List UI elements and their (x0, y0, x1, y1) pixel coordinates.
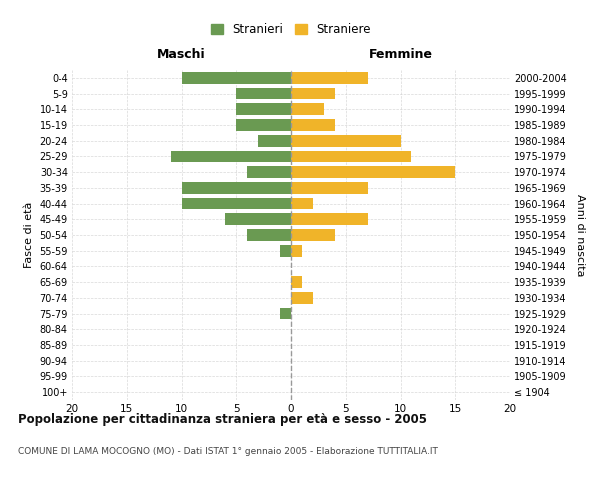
Y-axis label: Anni di nascita: Anni di nascita (575, 194, 586, 276)
Legend: Stranieri, Straniere: Stranieri, Straniere (206, 18, 376, 41)
Bar (291, 104, 324, 115)
Bar (258, 135, 291, 146)
Bar (291, 276, 302, 288)
Bar (247, 229, 291, 241)
Bar (291, 292, 313, 304)
Bar (226, 214, 291, 225)
Text: COMUNE DI LAMA MOCOGNO (MO) - Dati ISTAT 1° gennaio 2005 - Elaborazione TUTTITAL: COMUNE DI LAMA MOCOGNO (MO) - Dati ISTAT… (18, 448, 438, 456)
Bar (291, 198, 313, 209)
Bar (291, 182, 368, 194)
Text: Femmine: Femmine (368, 48, 433, 62)
Bar (291, 214, 368, 225)
Bar (291, 245, 302, 256)
Bar (291, 135, 401, 146)
Bar (291, 119, 335, 131)
Bar (236, 104, 291, 115)
Bar (247, 166, 291, 178)
Bar (280, 308, 291, 320)
Bar (291, 150, 412, 162)
Bar (236, 88, 291, 100)
Text: Maschi: Maschi (157, 48, 206, 62)
Bar (181, 72, 291, 84)
Bar (291, 88, 335, 100)
Bar (236, 119, 291, 131)
Bar (291, 166, 455, 178)
Bar (291, 72, 368, 84)
Bar (181, 182, 291, 194)
Bar (291, 229, 335, 241)
Y-axis label: Fasce di età: Fasce di età (24, 202, 34, 268)
Bar (280, 245, 291, 256)
Text: Popolazione per cittadinanza straniera per età e sesso - 2005: Popolazione per cittadinanza straniera p… (18, 412, 427, 426)
Bar (181, 198, 291, 209)
Bar (170, 150, 291, 162)
